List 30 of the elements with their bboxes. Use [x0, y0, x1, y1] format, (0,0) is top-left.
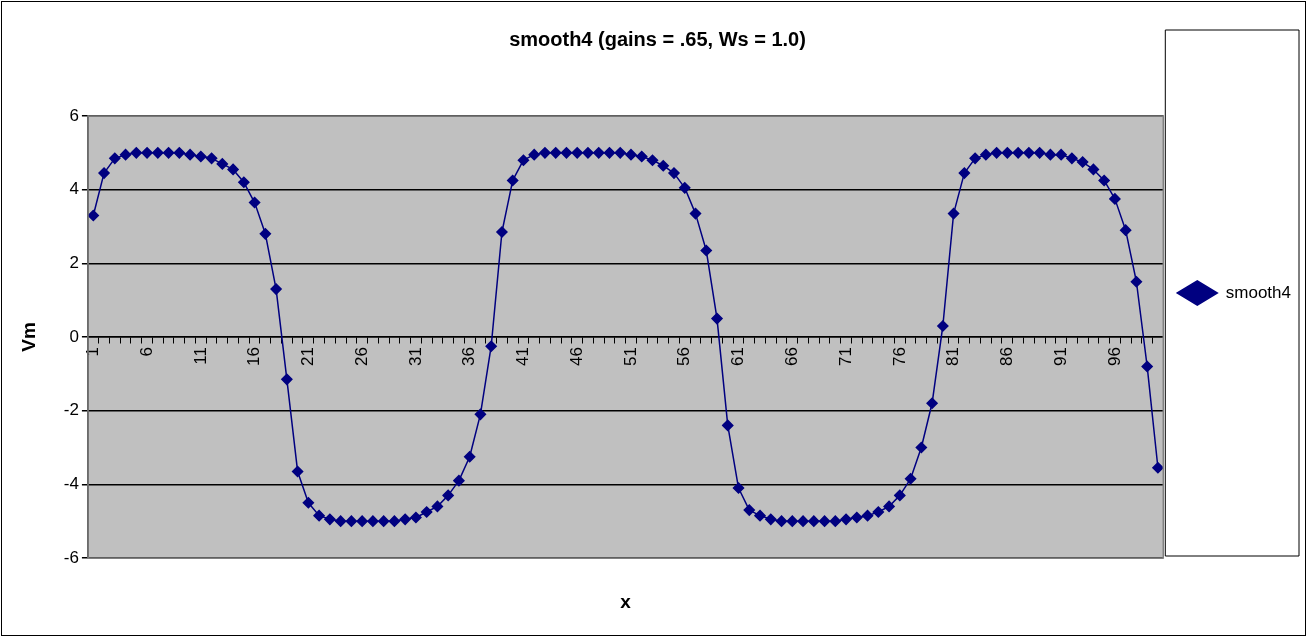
x-tick-label: 71	[835, 347, 855, 366]
x-axis-title: x	[620, 591, 632, 613]
y-tick-label: -6	[63, 547, 79, 567]
x-tick-label: 96	[1104, 347, 1124, 366]
x-tick-label: 76	[889, 347, 909, 366]
x-tick-label: 51	[620, 347, 640, 366]
x-tick-label: 46	[566, 347, 586, 366]
x-tick-label: 86	[997, 347, 1017, 366]
y-tick-label: 0	[69, 326, 79, 346]
x-tick-label: 31	[405, 347, 425, 366]
x-tick-label: 21	[298, 347, 318, 366]
x-tick-label: 81	[943, 347, 963, 366]
x-tick-label: 16	[244, 347, 264, 366]
y-tick-label: 2	[69, 253, 79, 273]
chart-title: smooth4 (gains = .65, Ws = 1.0)	[509, 27, 806, 50]
legend-label: smooth4	[1225, 282, 1291, 302]
x-tick-label: 66	[781, 347, 801, 366]
x-tick-label: 36	[459, 347, 479, 366]
x-tick-label: 56	[674, 347, 694, 366]
x-tick-label: 91	[1050, 347, 1070, 366]
y-tick-label: 4	[69, 179, 79, 199]
x-tick-label: 61	[728, 347, 748, 366]
x-tick-label: 26	[351, 347, 371, 366]
x-tick-label: 6	[136, 347, 156, 357]
x-tick-label: 41	[513, 347, 533, 366]
y-axis-title: Vm	[17, 322, 39, 352]
y-tick-label: -4	[63, 474, 79, 494]
x-tick-label: 11	[190, 347, 210, 365]
y-tick-label: -2	[63, 400, 79, 420]
y-tick-label: 6	[69, 105, 79, 125]
